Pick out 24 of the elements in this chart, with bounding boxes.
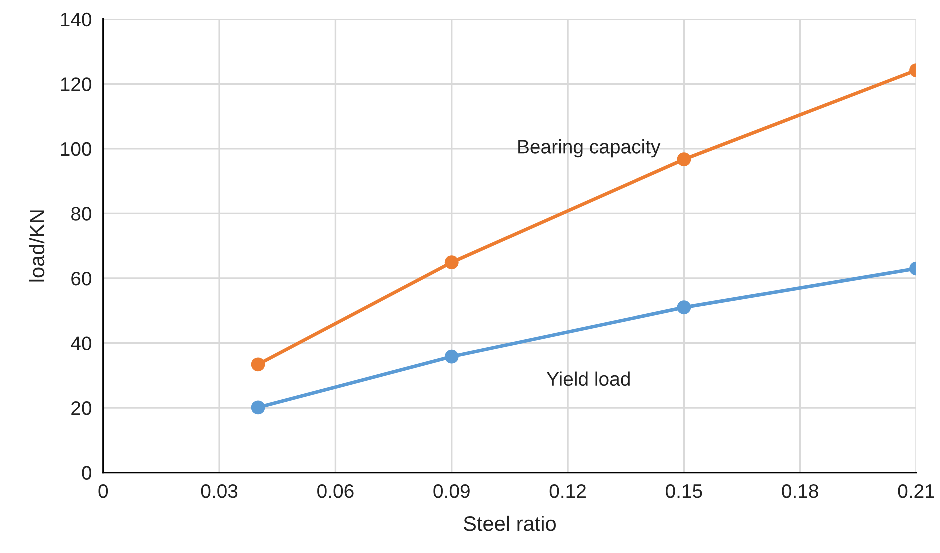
x-tick-label: 0.18: [782, 484, 818, 498]
y-tick-label: 120: [61, 78, 92, 92]
series-label: Yield load: [546, 372, 630, 386]
x-tick-label: 0.06: [318, 484, 354, 498]
x-tick-label: 0.21: [898, 484, 934, 498]
point: [444, 350, 459, 364]
y-tick-label: 140: [61, 12, 92, 27]
point: [251, 358, 266, 372]
y-tick-label: 100: [61, 142, 92, 156]
y-tick-label: 40: [71, 336, 92, 350]
y-tick-label: 0: [82, 466, 92, 480]
x-axis-title: Steel ratio: [464, 516, 556, 532]
x-tick-label: 0.15: [666, 484, 702, 498]
y-axis-title: load/KN: [29, 210, 45, 282]
x-tick-label: 0: [98, 484, 108, 498]
x-tick-label: 0.03: [201, 484, 238, 498]
series-label: Bearing capacity: [518, 140, 661, 158]
y-tick-label: 20: [72, 402, 92, 416]
x-tick-label: 0.12: [550, 484, 586, 498]
point: [444, 256, 459, 270]
y-tick-label: 60: [72, 272, 92, 286]
point: [251, 400, 266, 415]
y-tick-label: 80: [72, 207, 92, 221]
x-tick-label: 0.09: [434, 484, 470, 498]
